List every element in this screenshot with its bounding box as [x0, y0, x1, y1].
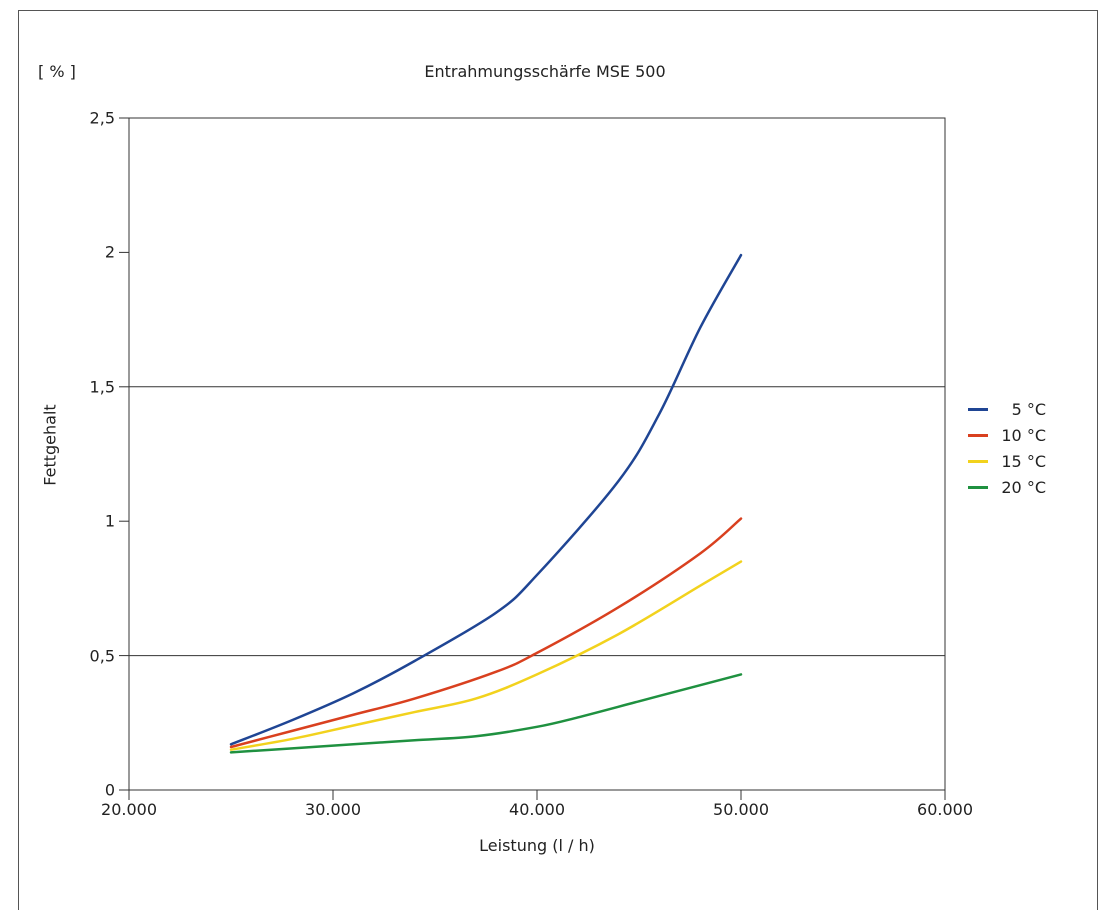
chart-title: Entrahmungsschärfe MSE 500	[424, 62, 666, 81]
series-line-3	[229, 673, 743, 754]
y-tick-label: 0,5	[89, 646, 115, 666]
legend-item: 10 °C	[968, 422, 1046, 448]
legend-label: 5 °C	[1011, 399, 1046, 419]
x-tick-label: 40.000	[509, 800, 565, 819]
y-tick-label: 2	[104, 242, 115, 262]
legend: 5 °C 10 °C 15 °C 20 °C	[968, 396, 1046, 500]
legend-label: 20 °C	[1001, 477, 1046, 497]
chart-plot	[119, 117, 946, 800]
legend-label: 15 °C	[1001, 451, 1046, 471]
legend-swatch	[968, 407, 988, 411]
x-tick-label: 60.000	[917, 800, 973, 819]
legend-item: 20 °C	[968, 474, 1046, 500]
legend-label: 10 °C	[1001, 425, 1046, 445]
legend-swatch	[968, 459, 988, 463]
legend-item: 5 °C	[968, 396, 1046, 422]
legend-item: 15 °C	[968, 448, 1046, 474]
series-line-0	[229, 253, 743, 746]
series-line-1	[229, 517, 743, 749]
y-axis-label: Fettgehalt	[40, 404, 60, 486]
y-tick-label: 2,5	[89, 108, 115, 128]
x-tick-label: 50.000	[713, 800, 769, 819]
chart-frame	[18, 10, 1098, 910]
y-tick-label: 1,5	[89, 377, 115, 397]
x-tick-label: 20.000	[101, 800, 157, 819]
y-unit-label: [ % ]	[38, 62, 76, 81]
plot-area-border	[128, 117, 946, 791]
y-tick-label: 1	[104, 511, 115, 531]
series-line-2	[229, 560, 743, 751]
legend-swatch	[968, 433, 988, 437]
x-tick-label: 30.000	[305, 800, 361, 819]
legend-swatch	[968, 485, 988, 489]
x-axis-label: Leistung (l / h)	[479, 836, 595, 855]
y-tick-label: 0	[104, 780, 115, 800]
